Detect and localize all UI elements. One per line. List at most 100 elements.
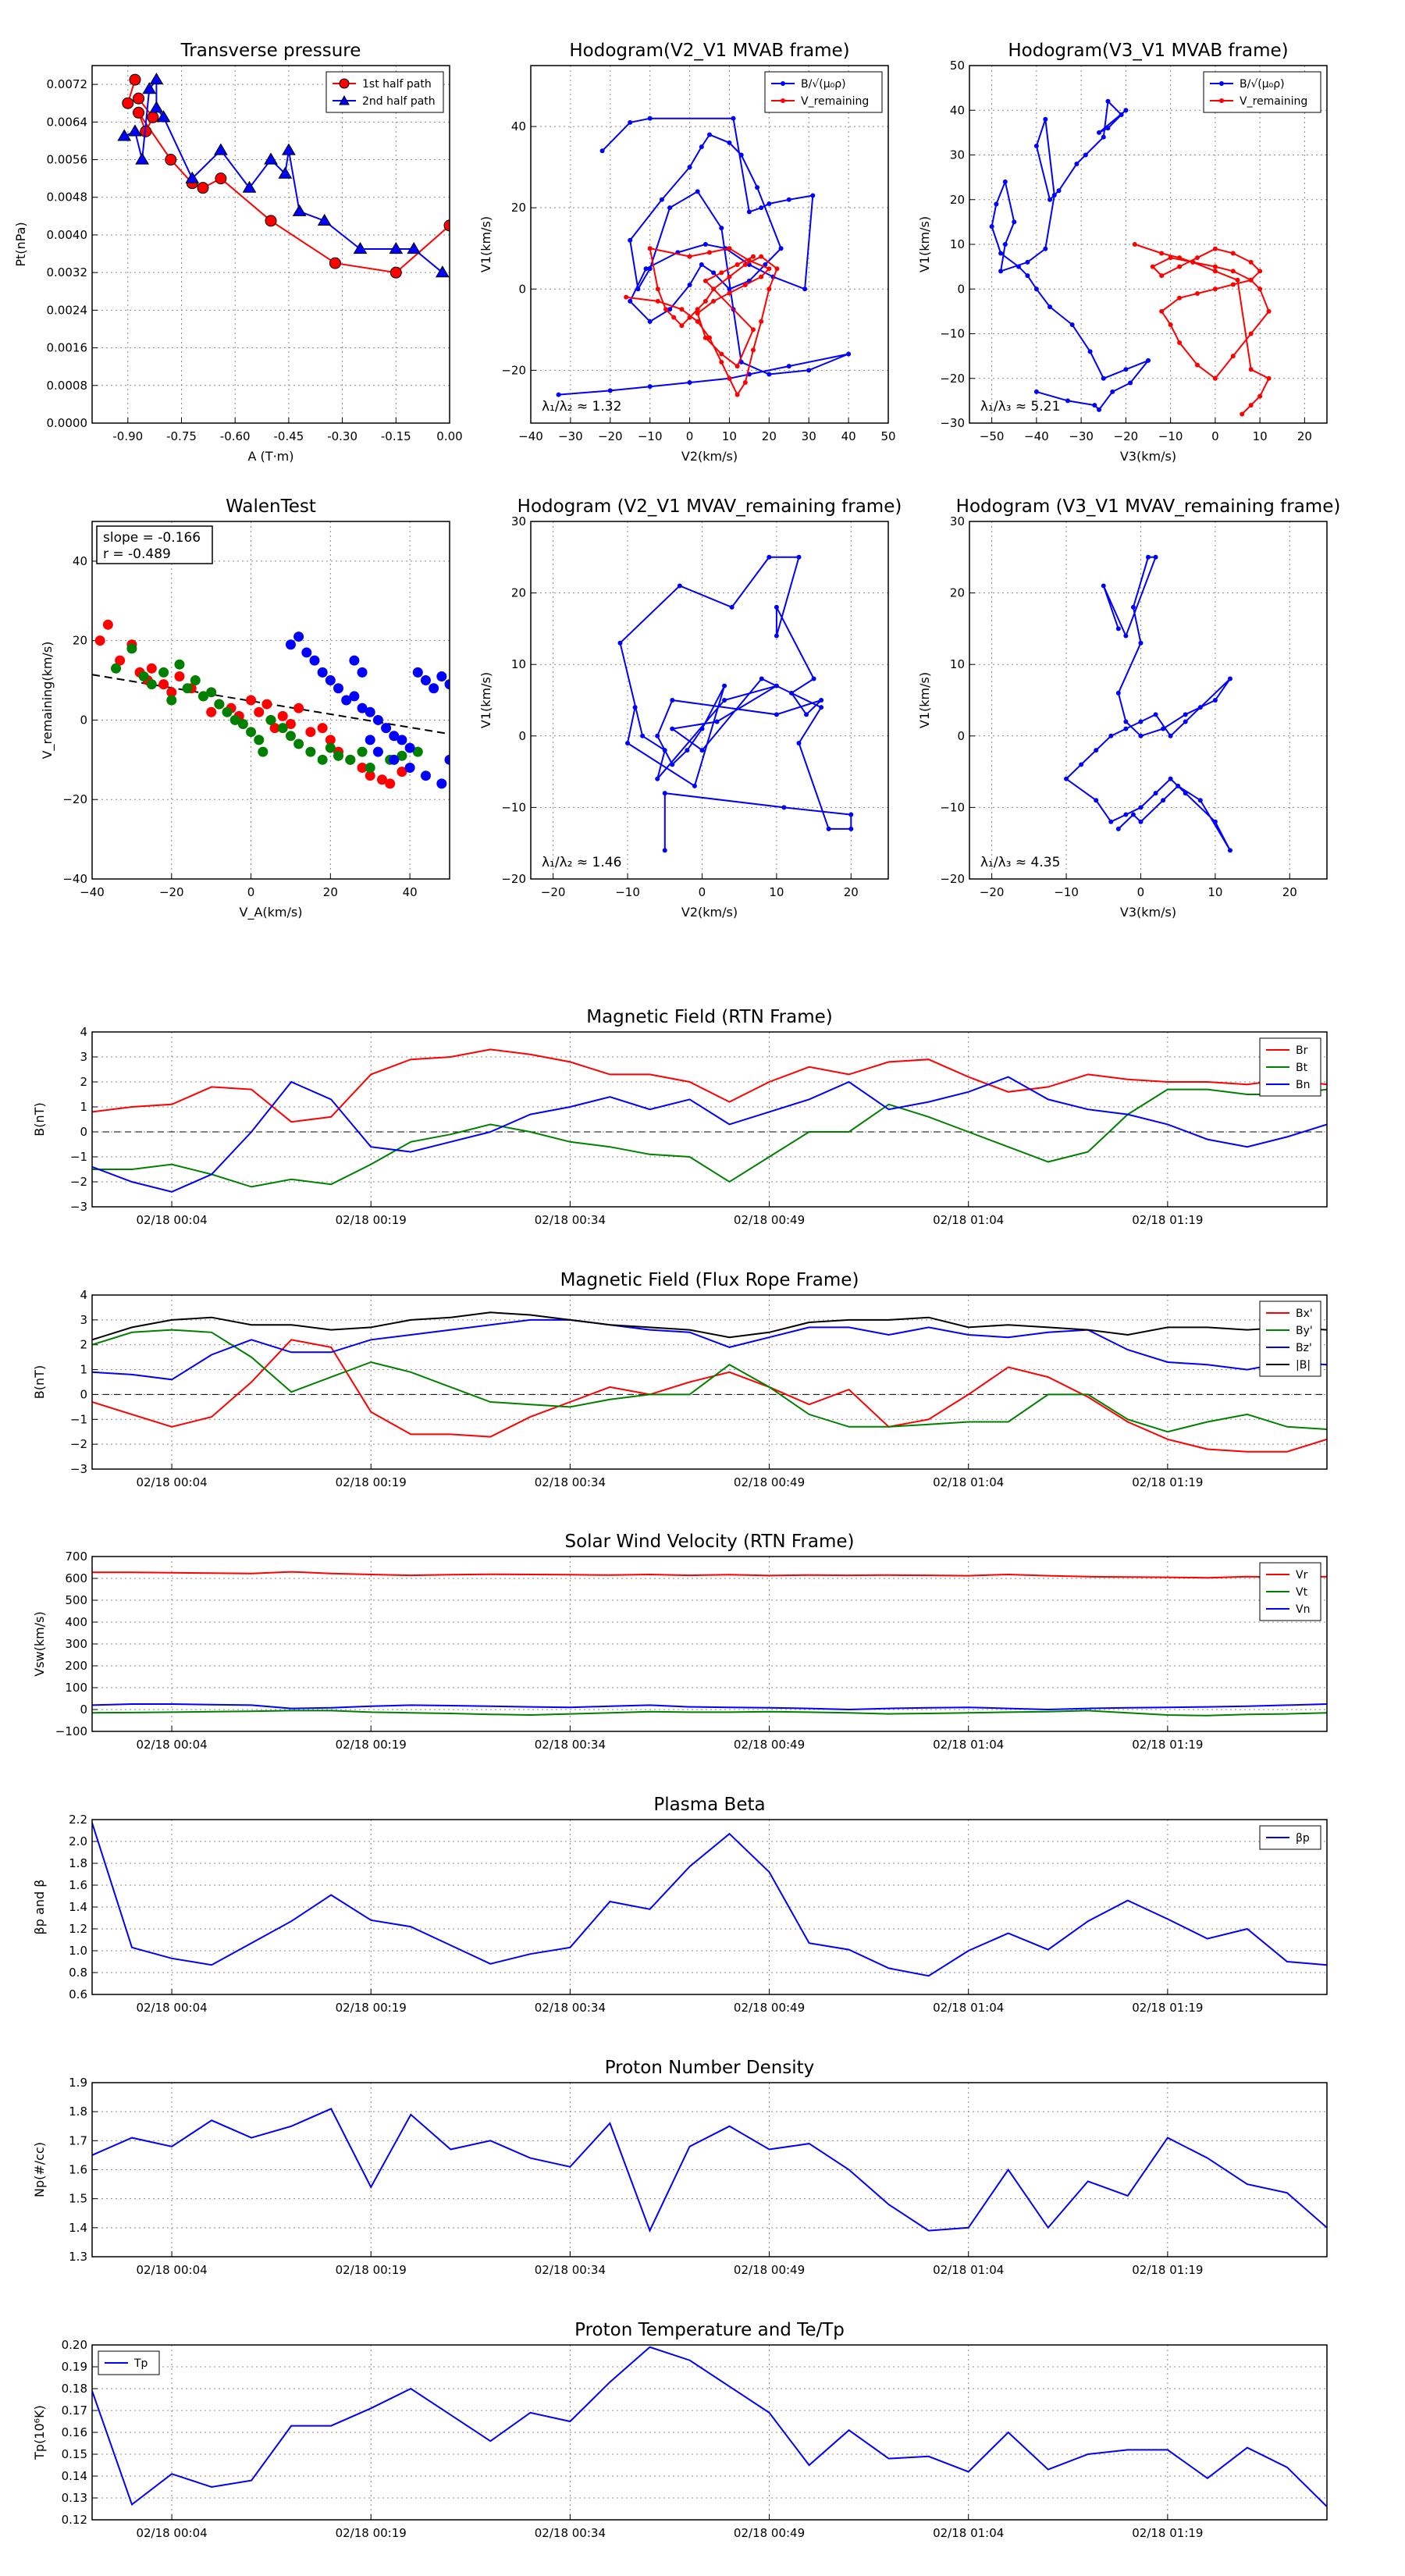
- y-tick-label: 30: [950, 514, 965, 528]
- data-point: [126, 643, 137, 654]
- data-point: [185, 171, 200, 183]
- x-tick-label: 02/18 01:04: [933, 2263, 1004, 2277]
- data-point: [1025, 273, 1030, 279]
- data-point: [1128, 380, 1133, 386]
- data-point: [317, 754, 328, 765]
- x-tick-label: 0: [247, 885, 255, 899]
- data-point: [1159, 273, 1165, 279]
- chart-vsw: 02/18 00:04 02/18 00:19 02/18 00:34 02/18 0…: [32, 1532, 1328, 1752]
- data-point: [1074, 161, 1080, 166]
- data-point: [848, 826, 854, 831]
- data-point: [341, 695, 352, 706]
- data-point: [714, 719, 720, 724]
- data-point: [1101, 583, 1106, 589]
- x-tick-label: 02/18 00:04: [136, 1475, 207, 1489]
- x-tick-label: −20: [598, 429, 623, 443]
- axes-frame: [530, 521, 889, 880]
- slope-text: slope = -0.166: [103, 530, 201, 546]
- data-point: [1227, 848, 1232, 853]
- plot-marks: [92, 1822, 1327, 1977]
- data-point: [317, 667, 328, 678]
- x-tick-label: −40: [518, 429, 543, 443]
- data-point: [1257, 393, 1263, 399]
- y-axis-label: V_remaining(km/s): [40, 642, 55, 760]
- series-bx-0: [92, 1339, 1327, 1453]
- data-point: [1016, 264, 1021, 269]
- y-tick-label: −10: [940, 800, 965, 814]
- data-point: [349, 655, 360, 666]
- data-point: [702, 298, 708, 304]
- data-point: [1176, 783, 1181, 788]
- data-point: [420, 675, 431, 686]
- chart-bfield: 02/18 00:04 02/18 00:19 02/18 00:34 02/18 0…: [32, 1007, 1328, 1227]
- data-point: [293, 703, 304, 713]
- data-point: [138, 671, 149, 681]
- data-point: [1248, 331, 1254, 336]
- data-point: [804, 712, 809, 717]
- data-point: [667, 307, 673, 312]
- series-bt-1: [92, 1088, 1327, 1188]
- chart-h23: −40 −30 −20 −10 0 10 20 30 40 50 −20 0 20 40 Hodogram(…: [478, 41, 896, 464]
- data-point: [810, 193, 816, 198]
- x-tick-label: 02/18 01:19: [1132, 2526, 1203, 2540]
- y-axis-label: Vsw(km/s): [32, 1611, 47, 1676]
- data-point: [1212, 375, 1218, 381]
- data-point: [1168, 255, 1173, 261]
- chart-title: Hodogram(V3_V1 MVAB frame): [1008, 41, 1288, 61]
- data-point: [117, 129, 132, 141]
- y-axis-label: B(nT): [32, 1102, 47, 1136]
- data-point: [389, 266, 402, 279]
- data-point: [1183, 719, 1188, 724]
- data-point: [128, 124, 142, 137]
- data-point: [325, 742, 336, 753]
- y-tick-label: −20: [501, 363, 526, 377]
- y-tick-label: 0.0008: [47, 379, 88, 393]
- data-point: [1183, 712, 1188, 717]
- data-point: [1105, 98, 1111, 104]
- y-tick-label: 0: [80, 1387, 87, 1401]
- data-point: [158, 679, 169, 690]
- series-br-0: [92, 1048, 1327, 1123]
- x-tick-label: 02/18 00:49: [734, 2526, 805, 2540]
- plot-area: [92, 1557, 1327, 1731]
- x-tick-label: 02/18 00:34: [535, 2001, 606, 2015]
- x-tick-label: −10: [1054, 885, 1079, 899]
- data-point: [731, 116, 736, 121]
- data-point: [1197, 705, 1203, 710]
- data-point: [759, 254, 764, 259]
- data-point: [628, 237, 633, 243]
- data-point: [365, 770, 375, 781]
- data-point: [1132, 242, 1137, 247]
- data-point: [695, 318, 700, 324]
- y-tick-label: 3: [80, 1050, 87, 1064]
- data-point: [146, 663, 157, 674]
- x-tick-label: 20: [844, 885, 859, 899]
- legend-label: 2nd half path: [362, 95, 436, 108]
- data-point: [687, 254, 692, 259]
- x-tick-label: 02/18 01:04: [933, 1738, 1004, 1752]
- plot-marks: [92, 619, 450, 789]
- y-tick-label: 0.0024: [47, 303, 88, 317]
- axes-frame: [91, 65, 450, 424]
- series-line: [92, 1076, 1327, 1193]
- data-point: [1212, 264, 1218, 269]
- y-tick-label: 1.5: [69, 2192, 87, 2206]
- legend-item-2nd-half-path: 2nd half path: [333, 94, 436, 108]
- y-tick-label: 0.0064: [47, 115, 88, 129]
- chart-title: Magnetic Field (Flux Rope Frame): [560, 1270, 859, 1290]
- x-tick-label: 02/18 00:49: [734, 1475, 805, 1489]
- data-point: [1194, 255, 1200, 261]
- y-tick-label: −1: [70, 1412, 87, 1426]
- plot-area: [92, 66, 450, 423]
- legend-label: V_remaining: [1240, 95, 1307, 108]
- y-tick-label: −20: [501, 872, 526, 886]
- series-b-3: [92, 1311, 1327, 1341]
- legend-label: Bz': [1296, 1342, 1312, 1354]
- data-point: [655, 733, 660, 738]
- data-point: [679, 323, 685, 329]
- data-point: [670, 762, 675, 767]
- data-point: [738, 152, 744, 158]
- x-tick-label: 02/18 00:34: [535, 2526, 606, 2540]
- chart-title: Hodogram(V2_V1 MVAB frame): [569, 41, 849, 61]
